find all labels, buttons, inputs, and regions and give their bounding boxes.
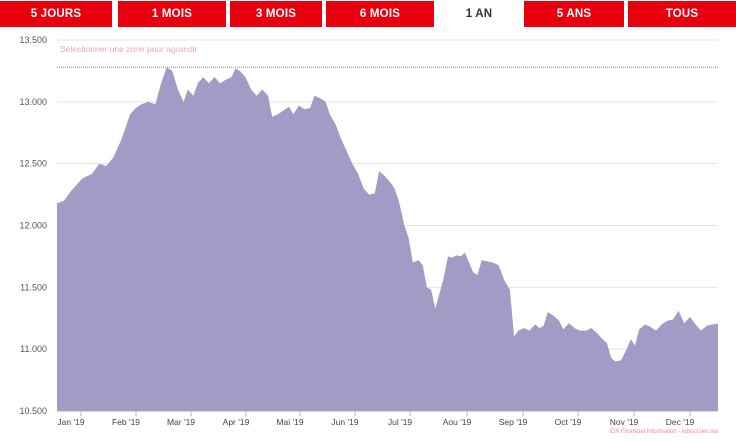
tab-6-mois[interactable]: 6 MOIS — [326, 1, 434, 27]
x-tick-label: Mai '19 — [276, 417, 303, 427]
tab-5-ans[interactable]: 5 ANS — [524, 1, 624, 27]
y-tick-label: 13.500 — [19, 35, 47, 45]
tab-tous[interactable]: TOUS — [628, 1, 736, 27]
index-area-chart[interactable]: 10.500 11.000 11.500 12.000 12.500 13.000 13.5… — [0, 28, 736, 441]
y-tick-label: 11.000 — [20, 344, 47, 354]
x-tick-label: Jul '19 — [388, 417, 413, 427]
y-tick-label: 13.000 — [19, 97, 47, 107]
y-tick-label: 11.500 — [20, 282, 47, 292]
x-tick-label: Sep '19 — [499, 417, 528, 427]
y-axis-labels: 10.500 11.000 11.500 12.000 12.500 13.000 13.5… — [19, 35, 47, 416]
index-area — [57, 67, 718, 411]
x-tick-label: Oct '19 — [555, 417, 582, 427]
x-tick-label: Nov '19 — [610, 417, 639, 427]
tab-1-an[interactable]: 1 AN — [434, 1, 524, 27]
zoom-hint: Sélectionner une zone pour agrandir — [60, 44, 198, 54]
x-tick-label: Jan '19 — [57, 417, 84, 427]
y-tick-label: 10.500 — [19, 406, 47, 416]
y-tick-label: 12.500 — [19, 159, 47, 169]
tab-1-mois[interactable]: 1 MOIS — [118, 1, 226, 27]
x-tick-label: Mar '19 — [167, 417, 195, 427]
x-axis-labels: Jan '19 Feb '19 Mar '19 Apr '19 Mai '19 Jun '… — [57, 411, 695, 427]
x-tick-label: Feb '19 — [112, 417, 140, 427]
data-credit: IDX Financial Information - leboursier.m… — [609, 429, 718, 435]
tab-5-jours[interactable]: 5 JOURS — [0, 1, 112, 27]
x-tick-label: Apr '19 — [223, 417, 250, 427]
y-tick-label: 12.000 — [19, 221, 47, 231]
x-tick-label: Aou '19 — [443, 417, 472, 427]
period-tab-bar: 5 JOURS 1 MOIS 3 MOIS 6 MOIS 1 AN 5 ANS … — [0, 0, 736, 28]
x-tick-label: Jun '19 — [331, 417, 358, 427]
x-tick-label: Dec '19 — [666, 417, 695, 427]
tab-3-mois[interactable]: 3 MOIS — [230, 1, 322, 27]
